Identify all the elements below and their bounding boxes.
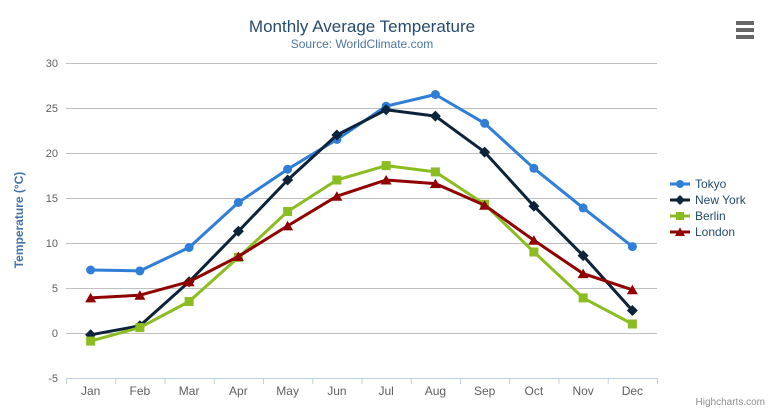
credits-link[interactable]: Highcharts.com: [695, 397, 765, 408]
legend-symbol: [676, 212, 684, 220]
series-marker-tokyo: [480, 118, 490, 128]
series-marker-london: [429, 178, 441, 189]
series-marker-london: [232, 251, 244, 261]
series-marker-berlin: [86, 336, 96, 346]
series-marker-berlin: [135, 323, 145, 333]
series-marker-london: [626, 284, 638, 295]
y-axis-label: -5: [48, 373, 58, 385]
series-marker-tokyo: [283, 164, 293, 174]
x-axis-label: Jul: [378, 384, 393, 398]
series-marker-london: [282, 220, 294, 231]
y-axis-title: Temperature (°C): [12, 171, 26, 269]
legend-label: London: [695, 225, 736, 239]
series-marker-london: [331, 191, 343, 201]
series-marker-berlin: [184, 297, 194, 306]
series-line-new-york: [89, 108, 634, 337]
legend-label: Tokyo: [695, 177, 727, 191]
series-marker-new-york: [331, 129, 343, 141]
x-axis-label: Dec: [622, 384, 643, 398]
series-new-york: [85, 104, 638, 341]
series-marker-london: [85, 292, 97, 303]
series-marker-tokyo: [135, 266, 145, 276]
legend-marker-diamond-icon: [670, 195, 690, 205]
x-axis-label: Jun: [327, 384, 346, 398]
series-berlin: [86, 161, 637, 346]
x-axis-label: Feb: [130, 384, 151, 398]
series-marker-berlin: [332, 175, 342, 185]
series-marker-new-york: [429, 110, 441, 122]
series-marker-london: [577, 268, 589, 279]
series-marker-tokyo: [578, 203, 588, 213]
x-axis-label: Nov: [572, 384, 593, 398]
series-marker-tokyo: [430, 90, 440, 99]
series-marker-london: [183, 276, 195, 287]
series-marker-berlin: [381, 161, 391, 171]
x-axis-label: May: [276, 384, 299, 398]
series-marker-berlin: [627, 319, 637, 329]
x-axis-label: Jan: [81, 384, 100, 398]
series-line-berlin: [89, 164, 634, 343]
series-marker-new-york: [282, 174, 294, 186]
chart-title: Monthly Average Temperature: [248, 17, 476, 36]
x-axis-label: Sep: [474, 384, 496, 398]
legend-item-tokyo[interactable]: Tokyo: [670, 176, 746, 192]
series-marker-tokyo: [86, 265, 96, 275]
legend-marker-square-icon: [670, 212, 690, 220]
export-menu-button[interactable]: [736, 21, 754, 39]
series-marker-new-york: [528, 200, 540, 212]
legend-symbol: [675, 227, 685, 236]
series-marker-london: [479, 200, 491, 210]
series-marker-new-york: [479, 146, 491, 158]
series-marker-berlin: [578, 293, 588, 303]
chart-subtitle: Source: WorldClimate.com: [290, 37, 434, 51]
y-axis-label: 0: [52, 328, 58, 340]
series-marker-london: [134, 290, 146, 300]
y-axis-label: 10: [46, 238, 58, 250]
series-marker-tokyo: [627, 242, 637, 252]
series-marker-berlin: [430, 167, 440, 177]
legend-label: New York: [695, 193, 746, 207]
x-axis-label: Oct: [525, 384, 544, 398]
legend-item-berlin[interactable]: Berlin: [670, 208, 746, 224]
series-line-london: [89, 178, 634, 300]
legend-marker-circle-icon: [670, 180, 690, 188]
y-axis-label: 15: [46, 193, 58, 205]
series-marker-berlin: [529, 247, 539, 257]
x-axis-label: Aug: [425, 384, 446, 398]
legend-marker-triangle-icon: [670, 227, 690, 236]
x-axis-label: Mar: [179, 384, 200, 398]
x-axis-label: Apr: [229, 384, 248, 398]
series-marker-london: [528, 235, 540, 245]
series-marker-tokyo: [529, 163, 539, 173]
y-axis-label: 5: [52, 283, 58, 295]
series-marker-new-york: [380, 104, 392, 116]
y-axis-label: 20: [46, 148, 58, 160]
series-marker-new-york: [626, 305, 638, 316]
series-marker-tokyo: [233, 198, 243, 207]
hamburger-icon: [736, 35, 754, 39]
legend-symbol: [676, 180, 684, 188]
series-london: [85, 175, 638, 303]
series-tokyo: [86, 90, 637, 276]
hamburger-icon: [736, 21, 754, 25]
legend-symbol: [675, 195, 685, 205]
legend-item-new-york[interactable]: New York: [670, 192, 746, 208]
series-marker-berlin: [283, 207, 293, 216]
series-marker-london: [380, 175, 392, 185]
y-axis-label: 25: [46, 103, 58, 115]
hamburger-icon: [736, 28, 754, 32]
y-axis-label: 30: [46, 58, 58, 70]
series-marker-tokyo: [184, 243, 194, 252]
legend-item-london[interactable]: London: [670, 224, 746, 240]
legend: Tokyo New York Berlin London: [670, 176, 746, 240]
series-marker-new-york: [232, 225, 244, 237]
series-marker-new-york: [577, 250, 589, 262]
legend-label: Berlin: [695, 209, 726, 223]
